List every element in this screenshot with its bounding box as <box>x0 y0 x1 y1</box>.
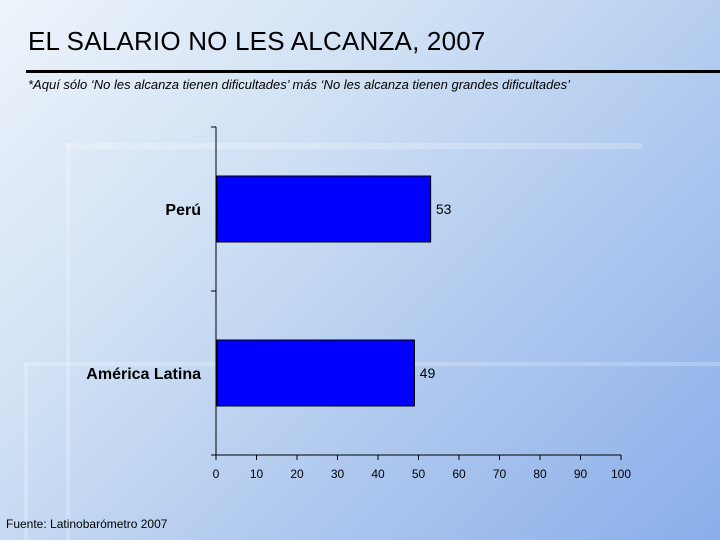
slide-title: EL SALARIO NO LES ALCANZA, 2007 <box>28 26 486 56</box>
x-tick-label: 80 <box>533 467 547 481</box>
x-tick-label: 70 <box>493 467 507 481</box>
bar <box>216 339 415 407</box>
title-divider <box>26 70 720 73</box>
x-tick-label: 90 <box>574 467 588 481</box>
category-label: Perú <box>165 202 201 219</box>
source-note: Fuente: Latinobarómetro 2007 <box>6 517 168 531</box>
x-tick-label: 60 <box>452 467 466 481</box>
bar <box>216 175 432 243</box>
decorative-band-left <box>66 143 70 540</box>
decorative-band-lower-left <box>24 362 28 540</box>
slide-subtitle: *Aquí sólo ‘No les alcanza tienen dificu… <box>28 77 570 92</box>
x-tick-label: 100 <box>611 467 631 481</box>
x-tick-label: 0 <box>213 467 220 481</box>
value-label: 53 <box>436 201 452 217</box>
x-tick-label: 20 <box>290 467 304 481</box>
decorative-band-top <box>66 143 642 149</box>
value-label: 49 <box>420 365 436 381</box>
x-tick-label: 30 <box>331 467 345 481</box>
x-tick-label: 50 <box>412 467 426 481</box>
x-tick-label: 10 <box>250 467 264 481</box>
category-label: América Latina <box>86 366 201 383</box>
x-tick-label: 40 <box>371 467 385 481</box>
